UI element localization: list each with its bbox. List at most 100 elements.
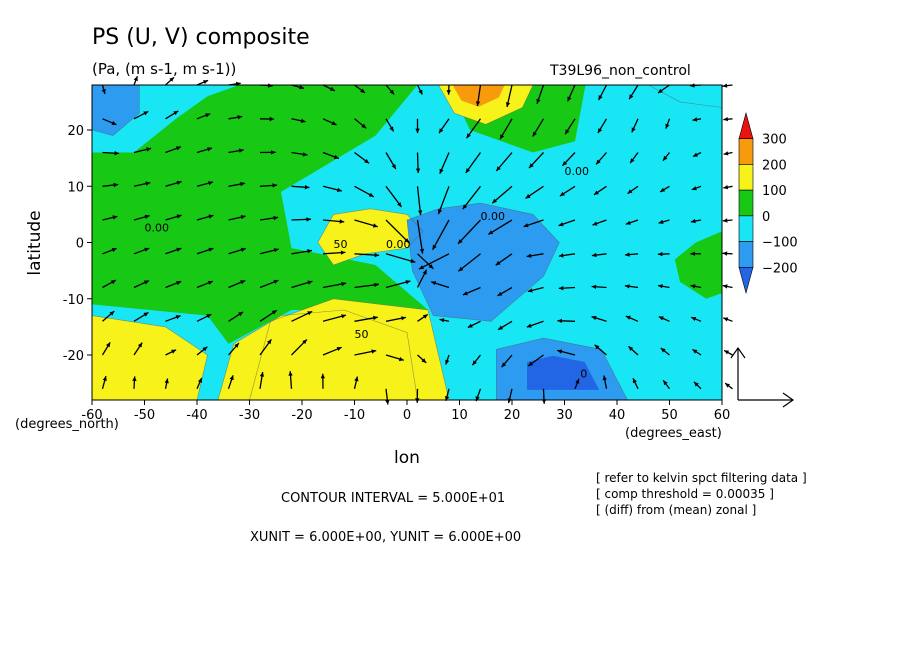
wind-vector-head xyxy=(302,339,307,345)
x-tick-label: 20 xyxy=(504,408,521,423)
wind-vector-head xyxy=(722,83,728,88)
wind-vector-head xyxy=(562,161,568,166)
filled-contours xyxy=(92,85,722,400)
wind-vector-head xyxy=(466,133,471,139)
wind-vector-head xyxy=(300,118,306,123)
wind-vector-head xyxy=(722,251,728,256)
colorbar-label: −100 xyxy=(762,236,798,251)
contour-line xyxy=(92,315,208,400)
wind-vector-head xyxy=(106,342,111,348)
wind-vector-head xyxy=(336,347,342,351)
contour-line xyxy=(496,337,628,400)
x-tick-label: 60 xyxy=(714,408,731,423)
x-tick-label: -60 xyxy=(81,408,102,423)
x-tick-label: 10 xyxy=(451,408,468,423)
wind-vector-head xyxy=(337,187,342,192)
wind-vector-head xyxy=(422,314,428,319)
wind-vector-head xyxy=(419,248,425,254)
x-tick-label: -40 xyxy=(186,408,207,423)
y-axis-unit: (degrees_north) xyxy=(15,417,119,432)
wind-vector-head xyxy=(101,89,106,94)
wind-vector-head xyxy=(202,346,208,352)
colorbar-swatch xyxy=(738,138,754,165)
wind-vector-head xyxy=(273,215,279,221)
contour-line xyxy=(249,298,450,400)
wind-vector-head xyxy=(724,350,730,355)
wind-vector-head xyxy=(415,168,421,173)
wind-vector-head xyxy=(333,154,339,159)
wind-vector-head xyxy=(341,281,346,287)
wind-vector-head xyxy=(691,317,697,321)
wind-vector-head xyxy=(501,362,507,368)
wind-vector-head xyxy=(624,284,630,289)
wind-vector-head xyxy=(361,123,367,129)
wind-vector-head xyxy=(164,378,169,384)
wind-vector-head xyxy=(428,264,434,269)
wind-vector-head xyxy=(492,198,497,204)
plot-area: 0.00 0.00 0.00 0.00 50 50 0 xyxy=(91,75,733,405)
wind-vector-head xyxy=(234,343,239,348)
wind-vector-head xyxy=(526,323,532,328)
wind-vector-head xyxy=(558,253,564,258)
wind-vector-head xyxy=(723,185,729,190)
wind-vector-head xyxy=(658,219,664,224)
wind-vector-head xyxy=(488,230,494,235)
wind-vector xyxy=(457,253,481,272)
wind-vector-head xyxy=(438,209,443,215)
wind-vector-head xyxy=(663,155,668,161)
wind-vector xyxy=(457,219,481,245)
wind-vector-head xyxy=(206,314,212,319)
wind-vector-head xyxy=(591,252,597,258)
wind-vector-head xyxy=(360,88,365,93)
wind-vector-head xyxy=(536,98,541,104)
wind-vector-head xyxy=(465,168,471,173)
chart-title: PS (U, V) composite xyxy=(92,25,310,50)
wind-vector-head xyxy=(240,181,245,187)
wind-vector-head xyxy=(374,252,380,258)
wind-vector-head xyxy=(240,247,246,252)
wind-vector-head xyxy=(173,110,179,116)
contour-fill-low-core xyxy=(527,355,600,390)
wind-vector-head xyxy=(565,129,570,135)
contour-line xyxy=(406,202,560,322)
wind-vector-head xyxy=(397,202,402,207)
colorbar-label: 300 xyxy=(762,133,787,148)
wind-vector-head xyxy=(660,348,666,353)
wind-vector-head xyxy=(505,102,511,107)
wind-vector-head xyxy=(693,152,698,157)
wind-vector-head xyxy=(341,314,346,319)
wind-vector-head xyxy=(657,251,663,257)
wind-vector-head xyxy=(658,284,663,289)
wind-vector-head xyxy=(145,181,151,186)
wind-vector-head xyxy=(207,147,212,152)
wind-vector-head xyxy=(722,218,728,223)
wind-vector-head xyxy=(238,148,244,153)
wind-vector-head xyxy=(475,101,481,106)
wind-vector-head xyxy=(500,134,505,140)
wind-vector-head xyxy=(467,323,473,328)
wind-vector-head xyxy=(391,164,396,169)
wind-vector-head xyxy=(404,238,409,243)
wind-vector-head xyxy=(558,222,564,227)
x-axis: -60 -50 -40 -30 -20 -10 0 10 20 30 40 50 60 xyxy=(81,400,730,423)
wind-vector-head xyxy=(523,223,529,228)
bracket-note-2: [ comp threshold = 0.00035 ] xyxy=(596,487,774,501)
wind-vector-head xyxy=(630,158,635,164)
wind-vector-head xyxy=(288,371,293,376)
contour-label: 50 xyxy=(355,328,369,341)
contour-lines xyxy=(92,85,722,400)
wind-vector-head xyxy=(372,223,378,228)
wind-vector-head xyxy=(567,96,572,102)
wind-vector-head xyxy=(144,214,150,219)
wind-vector-head xyxy=(320,373,325,379)
wind-vector-head xyxy=(401,316,406,321)
wind-vector-head xyxy=(175,315,181,320)
colorbar-swatch xyxy=(738,189,754,217)
wind-vector-head xyxy=(273,248,279,253)
x-axis-label: lon xyxy=(394,448,420,468)
wind-vector-head xyxy=(591,284,597,289)
wind-vector-head xyxy=(176,180,182,185)
wind-vector-head xyxy=(526,253,532,258)
wind-vector-head xyxy=(445,359,450,365)
contour-line xyxy=(92,85,140,136)
